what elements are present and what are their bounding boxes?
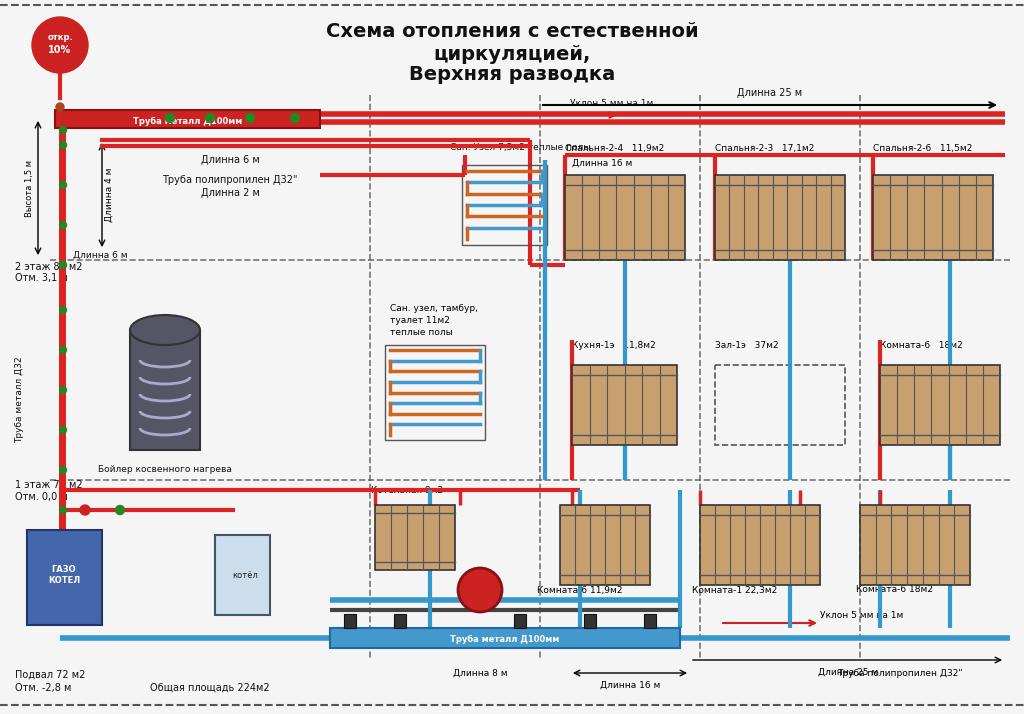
Text: Бойлер косвенного нагрева: Бойлер косвенного нагрева xyxy=(98,465,232,474)
Bar xyxy=(565,175,685,260)
Bar xyxy=(644,614,656,628)
Text: туалет 11м2: туалет 11м2 xyxy=(390,316,450,324)
Text: Сан. узел, тамбур,: Сан. узел, тамбур, xyxy=(390,303,478,313)
Text: Труба полипропилен Д32": Труба полипропилен Д32" xyxy=(162,175,298,185)
Text: Длинна 6 м: Длинна 6 м xyxy=(73,251,127,259)
Text: теплые полы: теплые полы xyxy=(390,328,453,336)
Bar xyxy=(860,505,970,585)
Text: Отм. -2,8 м: Отм. -2,8 м xyxy=(15,683,72,693)
Circle shape xyxy=(59,181,67,188)
Bar xyxy=(55,110,321,128)
Circle shape xyxy=(59,386,67,393)
Text: Схема отопления с естественной: Схема отопления с естественной xyxy=(326,22,698,41)
Bar xyxy=(873,175,993,260)
Circle shape xyxy=(291,114,299,123)
Circle shape xyxy=(80,505,90,515)
Text: Комната-6 11,9м2: Комната-6 11,9м2 xyxy=(538,585,623,595)
Bar xyxy=(375,505,455,570)
Circle shape xyxy=(59,426,67,433)
Circle shape xyxy=(59,141,67,149)
Text: Высота 1,5 м: Высота 1,5 м xyxy=(25,159,34,216)
Text: Длинна 16 м: Длинна 16 м xyxy=(572,159,633,168)
Circle shape xyxy=(59,126,67,134)
Text: 2 этаж 80 м2: 2 этаж 80 м2 xyxy=(15,262,83,272)
Text: Труба металл Д100мм: Труба металл Д100мм xyxy=(451,635,560,643)
Text: Отм. 3,1 м: Отм. 3,1 м xyxy=(15,273,68,283)
Circle shape xyxy=(246,114,255,123)
Text: Сан. Узел 7,5м2 теплые полы: Сан. Узел 7,5м2 теплые полы xyxy=(450,143,591,151)
Bar xyxy=(560,505,650,585)
Text: Длинна 25 м: Длинна 25 м xyxy=(737,88,803,98)
Text: 1 этаж 72 м2: 1 этаж 72 м2 xyxy=(15,480,83,490)
Bar xyxy=(584,614,596,628)
Text: Верхняя разводка: Верхняя разводка xyxy=(409,65,615,84)
Text: Труба металл Д32: Труба металл Д32 xyxy=(15,357,25,443)
Circle shape xyxy=(166,114,174,123)
Circle shape xyxy=(32,17,88,73)
Text: Длинна 8 м: Длинна 8 м xyxy=(453,668,507,678)
Text: Подвал 72 м2: Подвал 72 м2 xyxy=(15,670,85,680)
Text: 10%: 10% xyxy=(48,45,72,55)
Ellipse shape xyxy=(130,315,200,345)
Text: котёл: котёл xyxy=(232,570,258,580)
Bar xyxy=(27,530,102,625)
Text: Спальня-2-4   11,9м2: Спальня-2-4 11,9м2 xyxy=(565,144,665,153)
Circle shape xyxy=(59,261,67,268)
Text: Отм. 0,0 м: Отм. 0,0 м xyxy=(15,492,68,502)
Text: Комнaта-6   18м2: Комнaта-6 18м2 xyxy=(880,341,963,349)
Text: ГАЗО
КОТЕЛ: ГАЗО КОТЕЛ xyxy=(48,565,80,585)
Text: Зал-1э   37м2: Зал-1э 37м2 xyxy=(715,341,778,349)
Circle shape xyxy=(59,346,67,353)
Text: Общая площадь 224м2: Общая площадь 224м2 xyxy=(150,683,269,693)
Text: Спальня-2-6   11,5м2: Спальня-2-6 11,5м2 xyxy=(873,144,973,153)
Text: Кухня-1э   11,8м2: Кухня-1э 11,8м2 xyxy=(572,341,655,349)
Bar xyxy=(344,614,356,628)
Text: Уклон 5 мм на 1м: Уклон 5 мм на 1м xyxy=(570,99,653,108)
Text: Спальня-2-3   17,1м2: Спальня-2-3 17,1м2 xyxy=(715,144,814,153)
Text: Комната-6 18м2: Комната-6 18м2 xyxy=(856,585,934,595)
Bar xyxy=(700,505,820,585)
Circle shape xyxy=(59,466,67,473)
Bar xyxy=(715,175,845,260)
Circle shape xyxy=(56,103,65,111)
Bar xyxy=(215,535,270,615)
Text: Комната-1 22,3м2: Комната-1 22,3м2 xyxy=(692,585,777,595)
Bar xyxy=(394,614,406,628)
Text: циркуляцией,: циркуляцией, xyxy=(433,45,591,64)
Bar xyxy=(715,365,845,445)
Text: Длинна 6 м: Длинна 6 м xyxy=(201,155,259,165)
Bar xyxy=(880,365,1000,445)
Text: Длинна 25 м: Длинна 25 м xyxy=(818,668,879,677)
Circle shape xyxy=(206,114,214,123)
Circle shape xyxy=(458,568,502,612)
Bar xyxy=(385,345,485,440)
Text: Котельная 9м2: Котельная 9м2 xyxy=(371,486,443,495)
Bar xyxy=(462,165,547,245)
Text: Длинна 4 м: Длинна 4 м xyxy=(105,168,114,222)
Text: Длинна 16 м: Длинна 16 м xyxy=(600,681,660,690)
Circle shape xyxy=(59,506,67,513)
Bar xyxy=(130,330,200,450)
Bar xyxy=(572,365,677,445)
Circle shape xyxy=(116,506,125,515)
Text: Труба полипропилен Д32": Труба полипропилен Д32" xyxy=(838,668,963,678)
Bar xyxy=(330,628,680,648)
Text: откр.: откр. xyxy=(47,33,73,41)
Circle shape xyxy=(59,306,67,313)
Circle shape xyxy=(59,221,67,228)
Bar xyxy=(514,614,526,628)
Text: Труба металл Д100мм: Труба металл Д100мм xyxy=(133,116,242,126)
Text: Уклон 5 мм на 1м: Уклон 5 мм на 1м xyxy=(820,611,903,620)
Text: Длинна 2 м: Длинна 2 м xyxy=(201,188,259,198)
